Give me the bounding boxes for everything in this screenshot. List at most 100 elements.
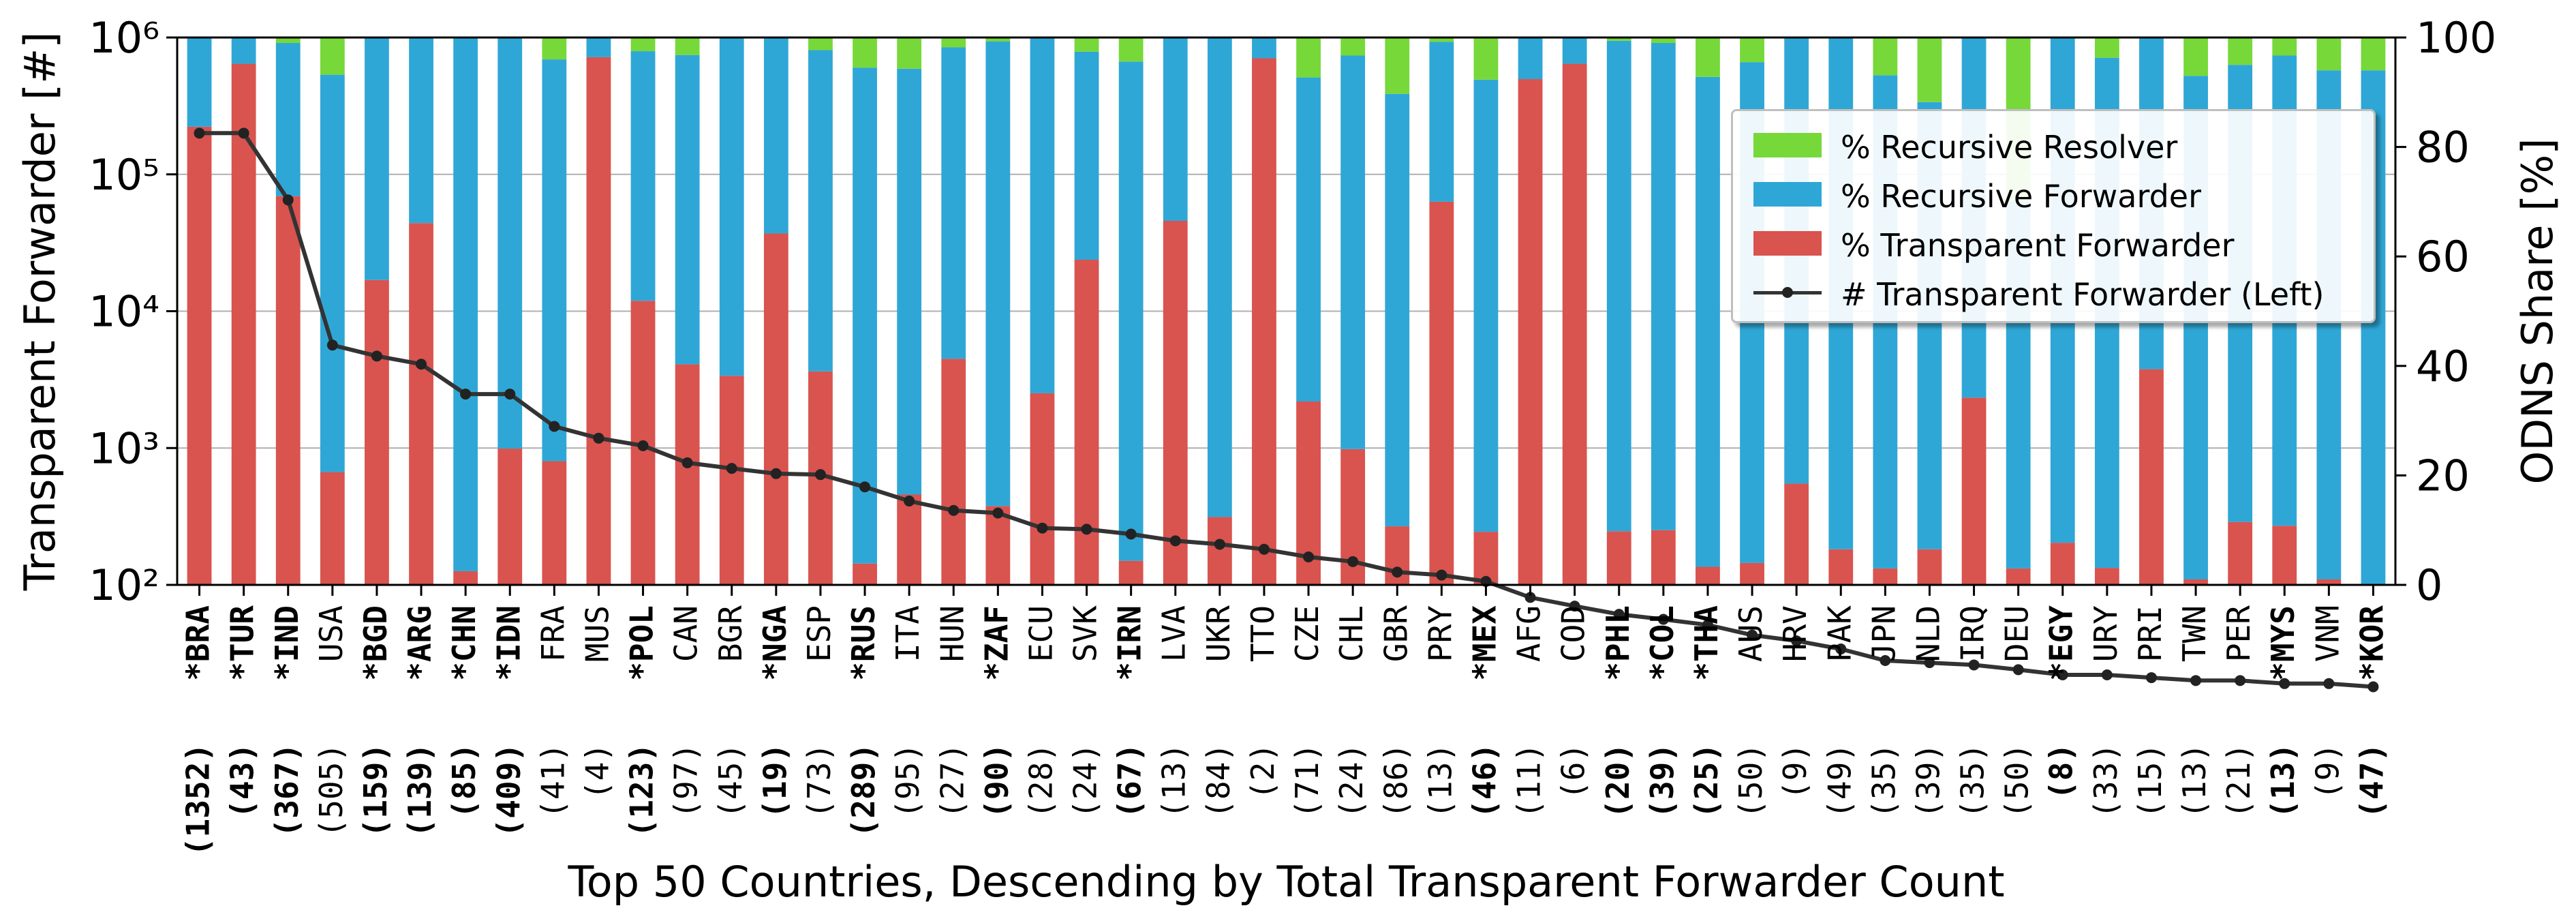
bar-transparent-forwarder [497,449,523,585]
bar-transparent-forwarder [1651,530,1676,585]
y-axis-title-right: ODNS Share [%] [2513,138,2562,485]
line-layer [194,127,2379,693]
bar-transparent-forwarder [365,279,389,585]
legend-item-recursive-resolver: % Recursive Resolver [1733,121,2374,170]
legend-item-recursive-forwarder: % Recursive Forwarder [1733,170,2374,219]
left-tick-label: 10³ [89,423,159,473]
count-point [1791,635,1803,647]
x-category-label: USA [313,605,350,662]
bar-recursive-resolver [1473,37,1499,80]
bar-transparent-forwarder [897,494,922,585]
bar-recursive-forwarder [1385,93,1410,527]
x-category-label: *PHL [1599,605,1636,681]
count-line [199,131,2374,689]
count-point [1702,619,1713,631]
bar-transparent-forwarder [320,472,345,585]
left-tick-label: 10⁴ [89,287,159,337]
bar-recursive-forwarder [675,55,700,365]
x-category-label: *ARG [401,605,438,681]
x-count-label: (11) [1511,743,1548,819]
x-count-label: (49) [1821,743,1858,819]
bar-recursive-resolver [985,37,1011,42]
bar-transparent-forwarder [275,196,301,585]
x-count-label: (24) [1067,743,1104,819]
bar-recursive-resolver [1296,37,1321,78]
bar-recursive-resolver [2228,37,2253,65]
right-tick-label: 40 [2416,342,2470,391]
count-point [1524,592,1536,603]
bar-transparent-forwarder [2006,568,2031,585]
x-category-label: PRI [2132,605,2168,662]
count-point [904,495,915,506]
x-count-label: (15) [2132,743,2168,819]
x-category-label: ECU [1022,605,1059,662]
x-count-label: (367) [269,743,305,837]
x-count-label: (50) [1999,743,2036,819]
bar-transparent-forwarder [409,223,433,585]
count-point [1613,609,1625,620]
x-category-label: ITA [889,605,926,662]
count-point [593,432,604,444]
legend-label-transparent-forwarder: % Transparent Forwarder [1841,227,2235,264]
x-count-label: (9) [2309,743,2346,800]
bar-transparent-forwarder [187,126,212,586]
count-point [681,457,693,468]
bar-recursive-forwarder [1518,37,1543,80]
bar-transparent-forwarder [1784,483,1809,585]
bar-transparent-forwarder [719,376,744,585]
x-count-label: (73) [801,743,838,819]
x-category-label: SVK [1067,605,1104,662]
x-category-label: PER [2220,605,2257,662]
bar-transparent-forwarder [2183,579,2208,585]
count-point [1081,524,1092,535]
bar-recursive-resolver [941,37,966,48]
bar-recursive-forwarder [808,50,833,372]
legend: % Recursive Resolver % Recursive Forward… [1731,109,2376,323]
bar-transparent-forwarder [1917,549,1942,585]
x-category-label: ESP [801,605,838,662]
x-category-label: IRQ [1954,605,1991,662]
x-count-label: (27) [934,743,970,819]
x-category-label: TTO [1244,605,1281,662]
x-category-label: DEU [1999,605,2036,662]
x-count-label: (97) [668,743,705,819]
count-point [1835,644,1847,655]
bar-recursive-forwarder [1074,51,1099,260]
bar-recursive-resolver [1873,37,1898,76]
bar-recursive-forwarder [941,47,966,359]
bar-recursive-forwarder [853,67,877,564]
bar-recursive-resolver [1740,37,1764,63]
x-count-label: (35) [1954,743,1991,819]
count-point [2057,669,2068,681]
x-count-label: (13) [1156,743,1193,819]
x-category-label: *KOR [2353,605,2390,681]
x-category-label: JPN [1865,605,1902,662]
x-category-label: *POL [624,605,660,681]
right-tick-label: 20 [2416,451,2470,500]
bar-recursive-forwarder [1296,77,1321,402]
bar-transparent-forwarder [1740,562,1764,585]
count-point [194,127,205,139]
bar-recursive-resolver [1651,37,1676,44]
bar-recursive-forwarder [409,37,433,224]
count-point [2323,678,2335,689]
x-count-label: (20) [1599,743,1636,819]
count-point [2235,675,2246,686]
bar-transparent-forwarder [2139,369,2164,585]
bar-recursive-forwarder [763,37,788,234]
count-point [948,504,960,516]
legend-marker-sample [1782,287,1793,298]
count-point [726,463,737,474]
count-point [637,440,649,451]
bar-recursive-forwarder [1340,55,1366,449]
x-count-label: (85) [446,743,482,819]
x-count-label: (8) [2043,743,2080,800]
count-point [770,468,782,479]
right-tick-label: 100 [2416,13,2496,63]
x-category-label: CHL [1333,605,1370,662]
bar-transparent-forwarder [1696,566,1720,585]
bar-transparent-forwarder [985,506,1011,585]
right-tick-label: 60 [2416,232,2470,282]
count-point [416,359,427,370]
